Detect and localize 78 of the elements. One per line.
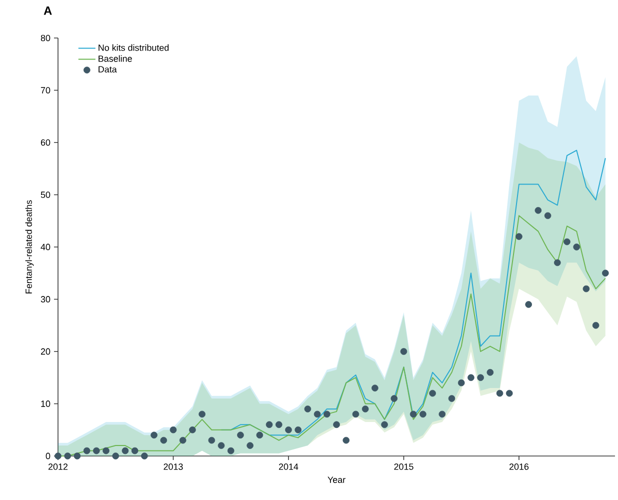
point bbox=[410, 410, 417, 418]
y-tick-label: 80 bbox=[40, 34, 50, 42]
legend-label: Data bbox=[98, 66, 117, 72]
point bbox=[54, 452, 62, 460]
x-tick-label: 2012 bbox=[48, 464, 68, 470]
y-tick-label: 20 bbox=[40, 348, 50, 355]
point bbox=[420, 410, 426, 418]
point bbox=[381, 421, 388, 428]
point bbox=[170, 426, 177, 434]
point bbox=[486, 368, 494, 376]
point bbox=[458, 379, 465, 386]
y-axis-title: Fentanyl-related deaths bbox=[25, 200, 34, 294]
point bbox=[189, 426, 196, 434]
point bbox=[294, 426, 302, 434]
y-tick-label: 0 bbox=[46, 452, 50, 460]
point bbox=[112, 452, 120, 460]
point bbox=[534, 207, 542, 214]
chart-title: A bbox=[44, 6, 52, 15]
point bbox=[448, 395, 456, 402]
point bbox=[198, 410, 206, 418]
legend-label: Baseline bbox=[98, 55, 132, 62]
point bbox=[179, 436, 186, 444]
point bbox=[506, 390, 513, 397]
point bbox=[468, 374, 474, 382]
x-tick-label: 2014 bbox=[278, 464, 298, 470]
point bbox=[592, 322, 600, 329]
point bbox=[256, 432, 264, 438]
point bbox=[573, 244, 580, 250]
point bbox=[218, 442, 225, 449]
point bbox=[304, 406, 312, 412]
point bbox=[582, 285, 590, 292]
point bbox=[83, 447, 90, 454]
point bbox=[93, 447, 100, 454]
point bbox=[352, 410, 360, 418]
point bbox=[333, 421, 340, 428]
y-tick-label: 40 bbox=[40, 244, 50, 250]
x-tick-label: 2013 bbox=[164, 464, 183, 470]
point bbox=[496, 390, 504, 397]
point bbox=[227, 447, 234, 454]
point bbox=[372, 384, 378, 392]
point bbox=[438, 410, 446, 418]
point bbox=[150, 432, 158, 438]
point bbox=[342, 436, 350, 444]
point bbox=[324, 410, 330, 418]
y-tick-label: 60 bbox=[40, 139, 50, 146]
point bbox=[285, 426, 292, 434]
point bbox=[564, 238, 570, 246]
point bbox=[64, 452, 72, 460]
point bbox=[266, 421, 273, 428]
point bbox=[160, 436, 168, 444]
point bbox=[602, 270, 609, 277]
point bbox=[390, 395, 398, 402]
point bbox=[362, 406, 369, 412]
point bbox=[275, 421, 282, 428]
point bbox=[246, 442, 254, 449]
point bbox=[525, 301, 532, 308]
point bbox=[400, 348, 408, 355]
x-axis-title: Year bbox=[328, 476, 346, 483]
legend-label: No kits distributed bbox=[98, 44, 169, 51]
point bbox=[208, 436, 216, 444]
point bbox=[429, 390, 436, 397]
point bbox=[477, 374, 484, 382]
point bbox=[554, 259, 561, 266]
y-tick-label: 30 bbox=[40, 296, 50, 302]
point bbox=[141, 452, 148, 460]
x-tick-label: 2015 bbox=[394, 464, 414, 470]
point bbox=[74, 452, 81, 460]
y-tick-label: 70 bbox=[40, 87, 50, 94]
point bbox=[314, 410, 321, 418]
point bbox=[122, 447, 129, 454]
point bbox=[516, 233, 522, 240]
y-tick-label: 50 bbox=[40, 192, 50, 198]
point bbox=[237, 432, 244, 438]
point bbox=[131, 447, 138, 454]
point bbox=[102, 447, 110, 454]
x-tick-label: 2016 bbox=[509, 464, 529, 470]
point bbox=[544, 212, 552, 220]
y-tick-label: 10 bbox=[41, 400, 50, 407]
